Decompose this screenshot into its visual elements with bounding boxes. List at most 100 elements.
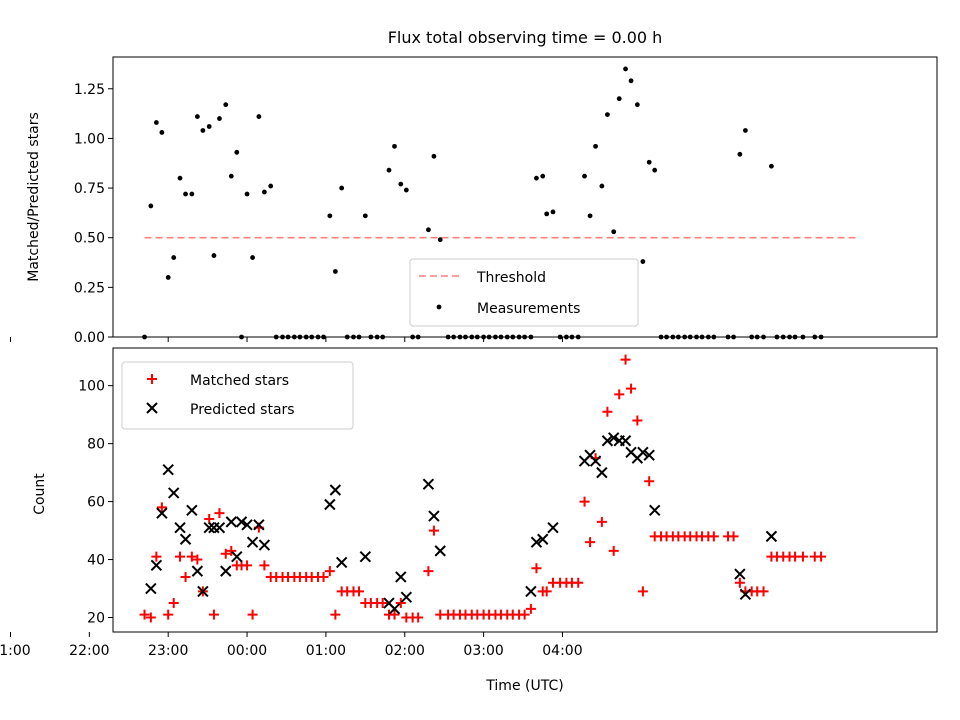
- matched-star-point: [519, 609, 530, 620]
- matched-star-point: [614, 389, 625, 400]
- top-x-axis: [9, 337, 563, 342]
- measurement-point: [368, 334, 374, 340]
- matched-star-point: [186, 551, 197, 562]
- matched-star-point: [602, 406, 613, 417]
- predicted-star-point: [231, 550, 243, 563]
- measurement-point: [183, 191, 188, 197]
- top-y-label: Matched/Predicted stars: [26, 112, 42, 282]
- measurement-point: [754, 334, 760, 340]
- matched-star-point: [330, 609, 341, 620]
- measurement-point: [291, 334, 297, 340]
- measurement-point: [780, 334, 786, 340]
- predicted-star-point: [649, 504, 661, 516]
- top-legend: Threshold Measurements: [409, 258, 639, 327]
- measurement-point: [699, 334, 705, 340]
- measurement-point: [769, 163, 774, 169]
- top-y-tick-label: 1.00: [74, 131, 105, 147]
- matched-star-point: [226, 545, 237, 556]
- predicted-star-point: [601, 435, 614, 447]
- predicted-star-point: [329, 484, 342, 496]
- matched-star-point: [389, 609, 400, 620]
- matched-star-point: [728, 531, 739, 542]
- predicted-star-point: [179, 533, 192, 545]
- bottom-x-tick-label: 23:00: [148, 643, 188, 659]
- measurements-legend-swatch: [436, 304, 442, 310]
- measurement-point: [774, 334, 780, 340]
- matched-star-point: [175, 551, 186, 562]
- matched-star-point: [168, 598, 179, 609]
- matched-star-point: [708, 531, 719, 542]
- predicted-star-point: [359, 550, 372, 563]
- predicted-star-point: [246, 536, 259, 548]
- measurement-point: [486, 334, 492, 340]
- matched-star-point: [620, 354, 631, 365]
- bottom-legend: Matched stars Predicted stars: [121, 361, 354, 430]
- matched-star-point: [354, 586, 365, 597]
- measurement-point: [234, 149, 240, 155]
- predicted-star-point: [525, 585, 537, 598]
- measurement-point: [664, 334, 669, 340]
- measurement-point: [332, 269, 338, 274]
- predicted-star-point: [428, 510, 440, 522]
- measurement-point: [605, 112, 610, 117]
- matched-star-point: [242, 560, 253, 571]
- predicted-star-point: [203, 521, 215, 534]
- measurement-point: [687, 334, 693, 340]
- measurement-point: [244, 191, 250, 197]
- measurement-point: [211, 253, 217, 258]
- matched-star-point: [318, 571, 329, 582]
- matched-star-point: [608, 545, 619, 556]
- measurement-point: [792, 334, 798, 340]
- measurement-point: [451, 334, 457, 340]
- measurement-point: [550, 209, 556, 215]
- measurement-point: [481, 334, 487, 340]
- predicted-star-point: [191, 565, 204, 577]
- measurement-point: [380, 334, 386, 340]
- matched-star-point: [525, 603, 536, 614]
- predicted-star-point: [643, 449, 655, 461]
- predicted-star-point: [608, 432, 620, 444]
- measurement-point: [544, 211, 550, 217]
- measurement-point: [153, 120, 159, 125]
- measurement-point: [392, 143, 397, 149]
- matched-star-point: [220, 548, 231, 559]
- predicted-star-point: [220, 565, 232, 577]
- bottom-y-label: Count: [32, 473, 48, 515]
- measurement-point: [504, 334, 510, 340]
- matched-star-point: [163, 609, 174, 620]
- measurement-point: [159, 130, 165, 135]
- matched-star-point: [423, 566, 434, 577]
- matched-star-point: [192, 554, 203, 565]
- measurement-point: [474, 334, 480, 340]
- measurement-point: [634, 102, 640, 108]
- predicted-star-point: [253, 519, 265, 531]
- measurement-point: [374, 334, 380, 340]
- figure-title: Flux total observing time = 0.00 h: [388, 28, 663, 47]
- measurement-point: [582, 173, 587, 179]
- matched-star-point: [585, 537, 596, 548]
- measurement-point: [742, 128, 748, 133]
- measurement-point: [239, 334, 244, 340]
- matched-star-point: [637, 586, 648, 597]
- measurement-point: [415, 334, 421, 340]
- predicted-star-point: [241, 519, 253, 531]
- bottom-y-tick-label: 80: [87, 437, 105, 453]
- measurement-point: [628, 78, 634, 84]
- matched-star-point: [644, 476, 655, 487]
- measurement-point: [309, 334, 315, 340]
- measurement-point: [165, 275, 171, 280]
- matched-points: [139, 354, 827, 623]
- matched-legend-swatch: [147, 374, 157, 384]
- measurement-point: [200, 128, 206, 133]
- top-y-tick-label: 1.25: [74, 82, 105, 98]
- predicted-star-point: [213, 521, 226, 534]
- measurement-point: [587, 213, 593, 219]
- measurement-point: [725, 334, 731, 340]
- top-y-axis: 0.000.250.500.751.001.25: [74, 82, 113, 346]
- bottom-x-tick-label: 03:00: [463, 643, 503, 659]
- measurement-points: [142, 66, 824, 340]
- matched-star-point: [413, 612, 424, 623]
- measurement-point: [640, 259, 646, 264]
- measurement-point: [761, 334, 766, 340]
